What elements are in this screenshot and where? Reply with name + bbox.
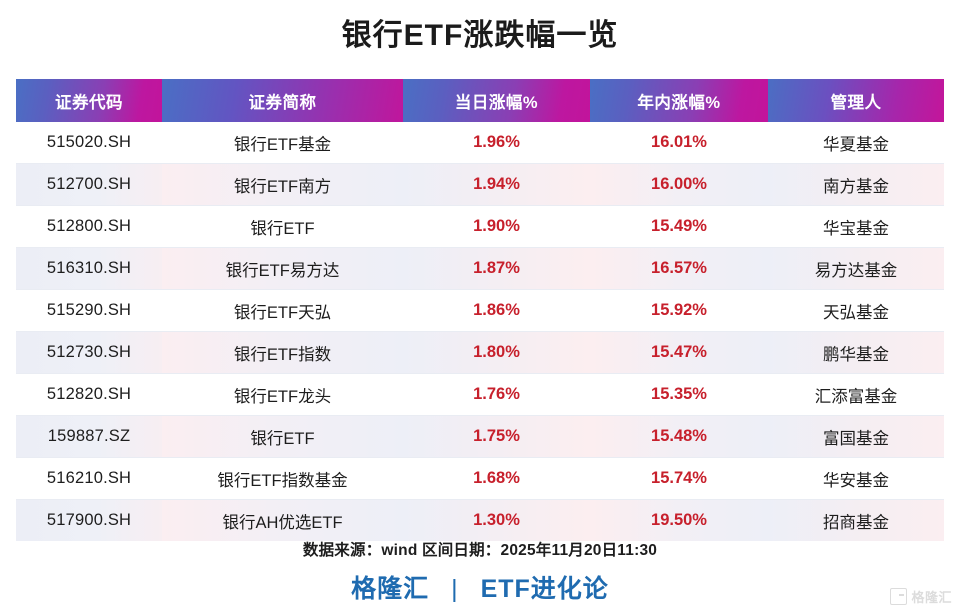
etf-table-container: 证券代码 证券简称 当日涨幅% 年内涨幅% 管理人 515020.SH 银行ET…: [16, 79, 944, 541]
cell-ytd-change: 19.50%: [590, 499, 768, 541]
cell-daily-change: 1.94%: [403, 163, 590, 206]
page-title: 银行ETF涨跌幅一览: [341, 19, 619, 52]
cell-daily-change: 1.87%: [403, 247, 590, 290]
cell-daily-change: 1.76%: [403, 373, 590, 416]
cell-security-code: 512800.SH: [16, 205, 162, 248]
cell-manager: 鹏华基金: [768, 331, 944, 374]
cell-security-name: 银行ETF龙头: [162, 373, 403, 416]
watermark: 格隆汇: [890, 587, 952, 606]
cell-manager: 华安基金: [768, 457, 944, 500]
column-header-ytd-change[interactable]: 年内涨幅%: [590, 79, 768, 122]
cell-daily-change: 1.80%: [403, 331, 590, 374]
cell-security-code: 516210.SH: [16, 457, 162, 500]
table-row[interactable]: 512800.SH 银行ETF 1.90% 15.49% 华宝基金: [16, 205, 944, 248]
cell-ytd-change: 16.01%: [590, 122, 768, 164]
cell-security-name: 银行ETF: [162, 205, 403, 248]
cell-security-code: 515020.SH: [16, 122, 162, 164]
table-header: 证券代码 证券简称 当日涨幅% 年内涨幅% 管理人: [16, 79, 944, 122]
cell-security-name: 银行ETF南方: [162, 163, 403, 206]
cell-daily-change: 1.68%: [403, 457, 590, 500]
cell-ytd-change: 15.49%: [590, 205, 768, 248]
cell-security-code: 516310.SH: [16, 247, 162, 290]
table-row[interactable]: 159887.SZ 银行ETF 1.75% 15.48% 富国基金: [16, 415, 944, 458]
cell-ytd-change: 15.35%: [590, 373, 768, 416]
column-header-daily-change[interactable]: 当日涨幅%: [403, 79, 590, 122]
cell-ytd-change: 15.92%: [590, 289, 768, 332]
cell-daily-change: 1.86%: [403, 289, 590, 332]
cell-security-code: 512700.SH: [16, 163, 162, 206]
cell-security-code: 512820.SH: [16, 373, 162, 416]
cell-daily-change: 1.90%: [403, 205, 590, 248]
cell-security-name: 银行ETF天弘: [162, 289, 403, 332]
cell-ytd-change: 15.48%: [590, 415, 768, 458]
table-row[interactable]: 515020.SH 银行ETF基金 1.96% 16.01% 华夏基金: [16, 122, 944, 164]
table-row[interactable]: 515290.SH 银行ETF天弘 1.86% 15.92% 天弘基金: [16, 289, 944, 332]
cell-manager: 汇添富基金: [768, 373, 944, 416]
cell-ytd-change: 15.74%: [590, 457, 768, 500]
cell-manager: 华宝基金: [768, 205, 944, 248]
brand-name-secondary: ETF进化论: [480, 575, 609, 603]
brand-separator: |: [451, 575, 459, 603]
table-body: 515020.SH 银行ETF基金 1.96% 16.01% 华夏基金 5127…: [16, 122, 944, 541]
cell-manager: 南方基金: [768, 163, 944, 206]
cell-security-name: 银行AH优选ETF: [162, 499, 403, 541]
table-row[interactable]: 512700.SH 银行ETF南方 1.94% 16.00% 南方基金: [16, 163, 944, 206]
cell-security-name: 银行ETF指数: [162, 331, 403, 374]
cell-security-code: 515290.SH: [16, 289, 162, 332]
column-header-security-name[interactable]: 证券简称: [162, 79, 403, 122]
cell-ytd-change: 16.57%: [590, 247, 768, 290]
brand-name-primary: 格隆汇: [351, 575, 430, 603]
table-row[interactable]: 516310.SH 银行ETF易方达 1.87% 16.57% 易方达基金: [16, 247, 944, 290]
cell-security-code: 512730.SH: [16, 331, 162, 374]
cell-security-name: 银行ETF基金: [162, 122, 403, 164]
column-header-security-code[interactable]: 证券代码: [16, 79, 162, 122]
table-row[interactable]: 512820.SH 银行ETF龙头 1.76% 15.35% 汇添富基金: [16, 373, 944, 416]
table-row[interactable]: 512730.SH 银行ETF指数 1.80% 15.47% 鹏华基金: [16, 331, 944, 374]
cell-ytd-change: 16.00%: [590, 163, 768, 206]
gelonghui-logo-icon: [890, 588, 908, 605]
cell-manager: 天弘基金: [768, 289, 944, 332]
cell-security-code: 159887.SZ: [16, 415, 162, 458]
cell-manager: 招商基金: [768, 499, 944, 541]
table-row[interactable]: 517900.SH 银行AH优选ETF 1.30% 19.50% 招商基金: [16, 499, 944, 541]
cell-ytd-change: 15.47%: [590, 331, 768, 374]
watermark-label: 格隆汇: [911, 590, 952, 605]
cell-daily-change: 1.75%: [403, 415, 590, 458]
cell-daily-change: 1.30%: [403, 499, 590, 541]
table-header-row: 证券代码 证券简称 当日涨幅% 年内涨幅% 管理人: [16, 79, 944, 122]
cell-manager: 易方达基金: [768, 247, 944, 290]
brand-footer: 格隆汇 | ETF进化论: [0, 572, 960, 606]
cell-manager: 华夏基金: [768, 122, 944, 164]
data-source-note: 数据来源：wind 区间日期：2025年11月20日11:30: [302, 542, 658, 559]
cell-security-code: 517900.SH: [16, 499, 162, 541]
column-header-manager[interactable]: 管理人: [768, 79, 944, 122]
etf-table: 证券代码 证券简称 当日涨幅% 年内涨幅% 管理人 515020.SH 银行ET…: [16, 79, 944, 541]
cell-security-name: 银行ETF: [162, 415, 403, 458]
cell-security-name: 银行ETF指数基金: [162, 457, 403, 500]
cell-manager: 富国基金: [768, 415, 944, 458]
cell-daily-change: 1.96%: [403, 122, 590, 164]
cell-security-name: 银行ETF易方达: [162, 247, 403, 290]
table-row[interactable]: 516210.SH 银行ETF指数基金 1.68% 15.74% 华安基金: [16, 457, 944, 500]
